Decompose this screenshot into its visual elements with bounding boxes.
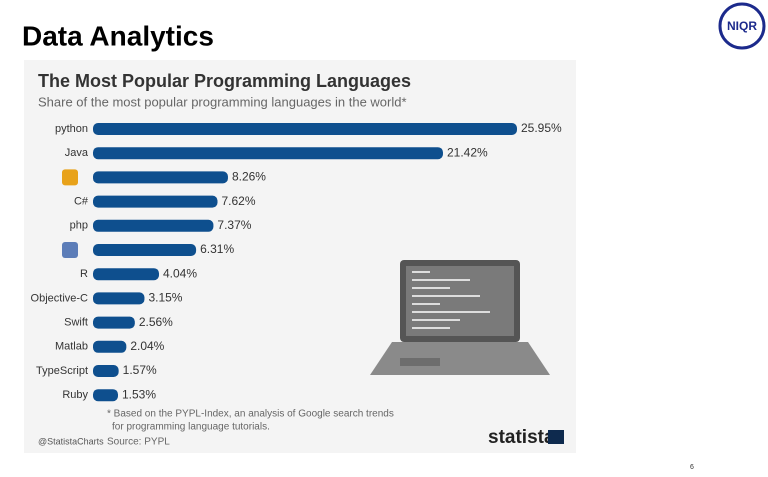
bar [93, 219, 214, 232]
footnote: * Based on the PYPL-Index, an analysis o… [107, 409, 394, 420]
category-label: Ruby [62, 389, 88, 401]
category-label: python [55, 123, 88, 135]
category-logo [62, 242, 78, 258]
value-label: 4.04% [163, 266, 197, 280]
category-label: Java [65, 147, 89, 159]
bar [93, 292, 145, 305]
category-logo [62, 169, 78, 186]
bar [93, 316, 135, 329]
value-label: 8.26% [232, 170, 266, 184]
bar [93, 195, 218, 208]
bar [93, 389, 118, 402]
footnote: for programming language tutorials. [112, 422, 270, 433]
value-label: 6.31% [200, 242, 234, 256]
category-label: Swift [64, 317, 88, 329]
brand-icon [548, 430, 564, 444]
logo-text: NIQR [727, 19, 757, 33]
bar [93, 123, 517, 135]
chart-title: The Most Popular Programming Languages [38, 71, 411, 91]
value-label: 2.56% [139, 315, 173, 329]
logo-ring [718, 2, 766, 50]
value-label: 1.53% [122, 387, 156, 401]
value-label: 7.62% [222, 194, 256, 208]
value-label: 1.57% [123, 363, 157, 377]
value-label: 2.04% [130, 339, 164, 353]
bar [93, 147, 443, 160]
value-label: 7.37% [217, 218, 251, 232]
bar [93, 244, 197, 256]
bar [93, 365, 119, 377]
laptop [370, 260, 550, 375]
page-number: 6 [690, 464, 694, 471]
value-label: 21.42% [447, 145, 488, 159]
category-label: Matlab [55, 341, 88, 353]
slide-title: Data Analytics [22, 20, 214, 51]
category-label: R [80, 268, 88, 280]
category-label: Objective-C [31, 292, 89, 304]
bar [93, 171, 228, 184]
category-label: php [70, 220, 88, 232]
value-label: 3.15% [148, 291, 182, 305]
brand: statista [488, 427, 555, 448]
bar [93, 340, 127, 353]
bar [93, 268, 160, 281]
source: Source: PYPL [107, 437, 170, 448]
chart-subtitle: Share of the most popular programming la… [38, 94, 407, 109]
category-label: C# [74, 196, 89, 208]
handle: @StatistaCharts [38, 436, 104, 446]
category-label: TypeScript [36, 365, 88, 377]
value-label: 25.95% [521, 121, 562, 135]
